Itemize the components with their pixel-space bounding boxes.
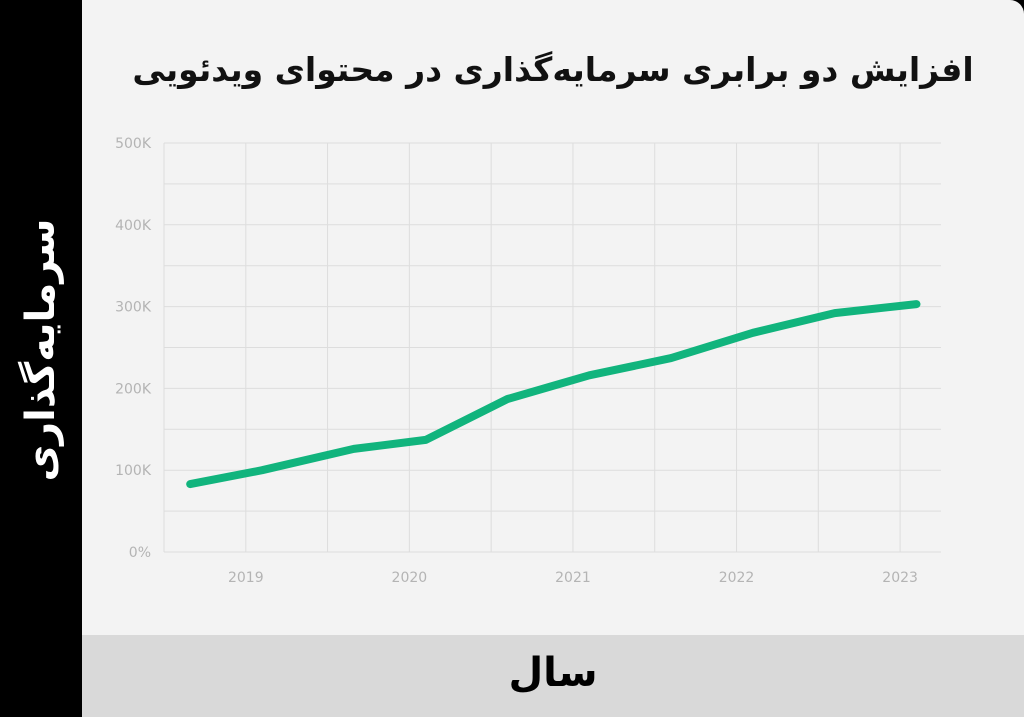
y-tick-label: 500K <box>115 136 152 152</box>
x-tick-label: 2020 <box>392 570 428 586</box>
series-line <box>186 300 921 489</box>
chart-title: افزایش دو برابری سرمایه‌گذاری در محتوای … <box>132 50 974 89</box>
y-axis-label: سرمایه‌گذاری <box>18 218 64 482</box>
chart-card: افزایش دو برابری سرمایه‌گذاری در محتوای … <box>82 0 1024 717</box>
x-tick-label: 2021 <box>555 570 591 586</box>
y-tick-label: 300K <box>115 300 152 316</box>
x-tick-label: 2019 <box>228 570 264 586</box>
x-axis-label: سال <box>508 650 598 696</box>
y-tick-label: 100K <box>115 463 152 479</box>
x-axis-label-band <box>82 635 1024 717</box>
line-chart: 0% 100K 200K 300K 400K 500K 2019 2020 2021 2022 20… <box>115 136 941 586</box>
x-tick-label: 2022 <box>719 570 755 586</box>
y-tick-label: 400K <box>115 218 152 234</box>
y-tick-label: 0% <box>129 545 151 561</box>
y-axis-label-band: سرمایه‌گذاری <box>0 0 82 717</box>
x-tick-label: 2023 <box>882 570 918 586</box>
y-tick-label: 200K <box>115 381 152 397</box>
